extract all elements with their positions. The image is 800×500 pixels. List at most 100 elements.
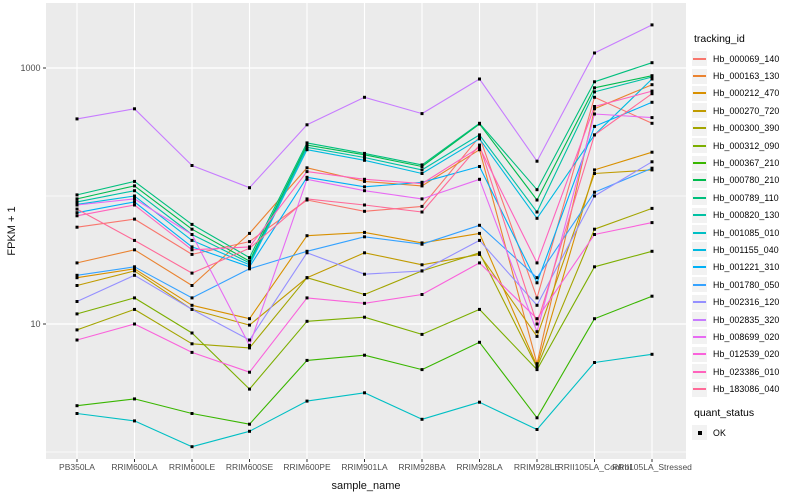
data-point [305,197,309,201]
data-point [420,165,424,168]
data-point [248,259,251,263]
legend-entry-label: Hb_001221_310 [713,262,780,273]
legend-key-line [693,370,706,373]
legend-key-line [693,388,706,391]
legend: tracking_id Hb_000069_140 Hb_000163_130 Hb… [692,0,800,441]
data-point [190,227,194,231]
data-point [535,198,539,202]
data-point [305,251,309,255]
data-point [535,322,539,326]
data-point [650,206,654,210]
data-point [650,92,654,96]
data-point [535,188,539,192]
x-tick-label: PB350LA [59,462,95,472]
data-point [363,177,366,181]
data-point [75,338,79,342]
legend-key-swatch [692,242,707,258]
legend-entry-label: Hb_002835_320 [713,314,780,325]
data-point [363,251,366,255]
data-point [650,160,654,164]
data-point [478,238,481,242]
data-point [75,225,79,229]
x-tick-label: RRIM901LA [341,462,388,472]
data-point [190,222,194,226]
legend-entry-label: Hb_008699_020 [713,331,780,342]
legend-key-line [693,109,706,112]
legend-entry: Hb_183086_040 [692,380,800,397]
data-point [478,400,481,404]
data-point [305,234,309,238]
data-point [363,179,366,183]
legend-key-swatch [692,329,707,345]
data-point [248,338,251,342]
legend-entry: Hb_012539_020 [692,346,800,363]
data-point [650,352,654,356]
data-point [248,240,251,244]
data-point [363,156,366,159]
legend-title-tracking-id: tracking_id [694,33,745,45]
data-point [248,323,251,327]
legend-entry-label: Hb_183086_040 [713,384,780,395]
data-point [420,210,424,214]
data-point [593,90,596,94]
data-point [535,296,539,300]
legend-key-line [693,162,706,165]
data-point [535,365,539,369]
data-point [363,293,366,296]
data-point [248,246,251,250]
data-point [305,175,309,179]
legend-entry: Hb_000300_390 [692,120,800,137]
data-point [133,107,136,111]
data-point [535,317,539,321]
legend-entry: Hb_001221_310 [692,259,800,276]
data-point [75,211,79,215]
data-point [305,358,309,362]
data-point [363,301,366,305]
data-point [420,204,424,208]
data-point [75,300,79,303]
legend-key-swatch [692,312,707,328]
data-point [363,95,366,99]
legend-entry-label: Hb_012539_020 [713,349,780,360]
legend-entry: Hb_000820_130 [692,207,800,224]
data-point [593,105,596,108]
data-point [363,151,366,155]
data-point [478,145,481,149]
legend-key-line [693,57,706,60]
x-tick-label: RRIM928LE [514,462,561,472]
data-point [650,294,654,298]
data-point [420,182,424,186]
data-point [420,293,424,296]
line-chart: PB350LA RRIM600LA RRIM600LE RRIM600SE RRIM60… [6,3,692,492]
data-point [305,399,309,403]
data-point [190,233,194,236]
data-point [535,334,539,338]
data-point [593,112,596,116]
quant-legend-entry: OK [692,424,800,441]
x-tick-label: RRIM928BA [398,462,446,472]
data-point [535,210,539,214]
data-point [75,193,79,197]
legend-key-line [693,248,706,251]
data-point [420,242,424,246]
data-point [133,203,136,207]
data-point [133,217,136,221]
x-tick-label: RRIM600LA [111,462,158,472]
data-point [478,231,481,235]
data-point [478,340,481,344]
data-point [420,269,424,273]
data-point [75,197,79,201]
data-point [305,166,309,170]
legend-entry: Hb_008699_020 [692,328,800,345]
legend-key-swatch [692,155,707,171]
data-point [420,332,424,336]
legend-entry-label: Hb_000820_130 [713,210,780,221]
legend-key-swatch [692,225,707,241]
data-point [305,148,309,152]
legend-title-quant-status: quant_status [694,406,755,419]
data-point [363,230,366,234]
x-tick-label: RRIM600SE [226,462,274,472]
data-point [478,148,481,152]
legend-key-line [693,283,706,286]
